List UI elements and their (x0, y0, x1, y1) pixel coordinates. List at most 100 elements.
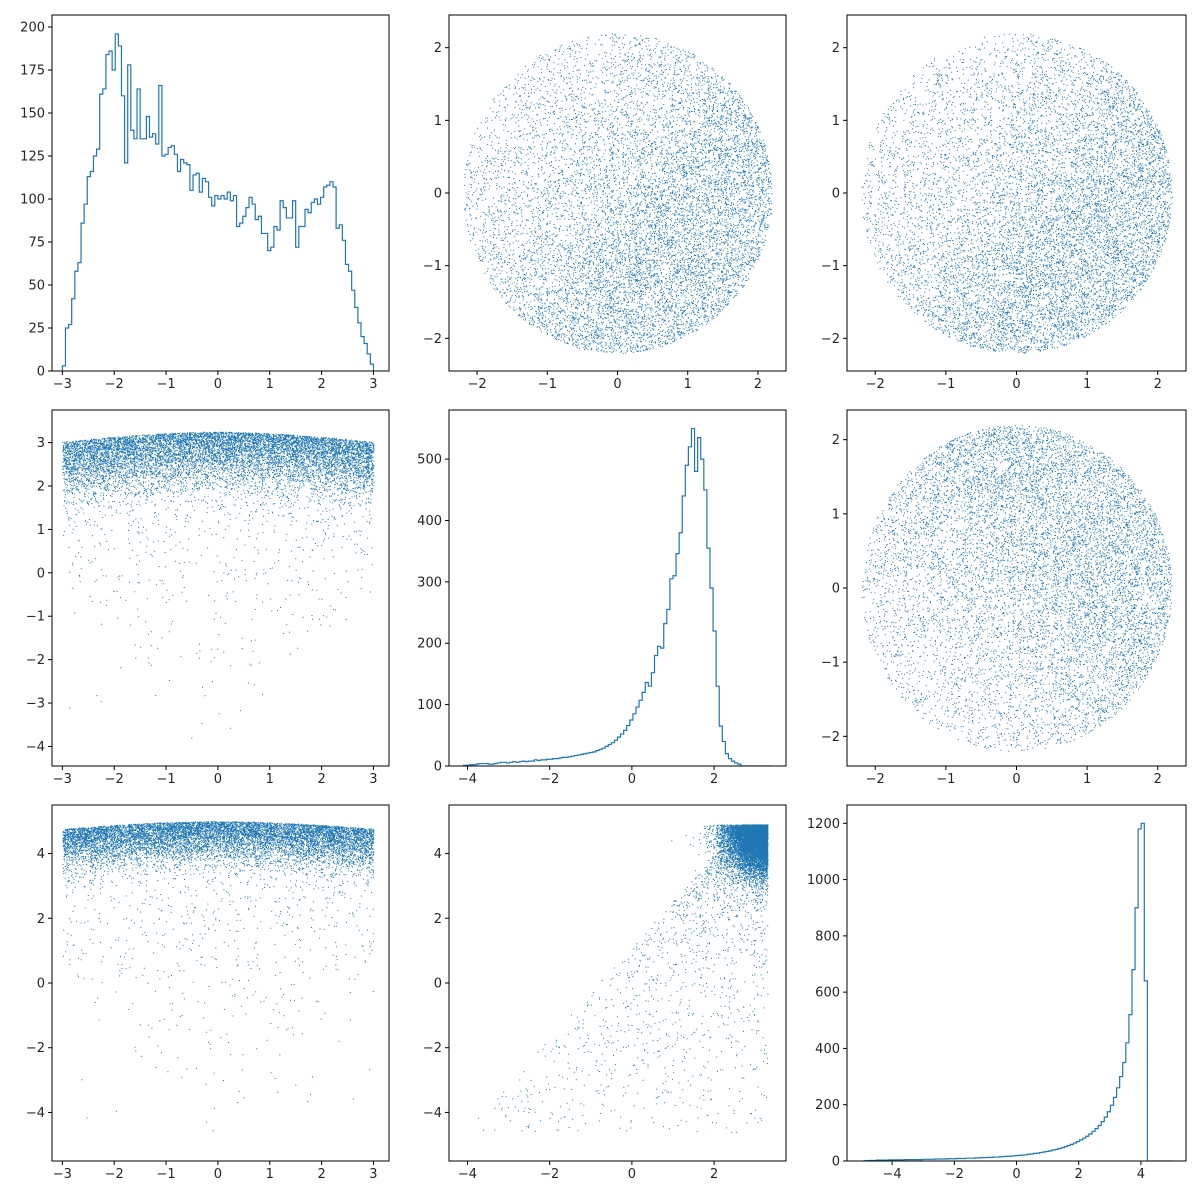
panel-row1-col3: −2 −1 0 1 2 −2 −1 0 1 2 (821, 14, 1187, 392)
y-tick-label: 2 (832, 433, 840, 448)
x-tick-label: −3 (53, 377, 72, 392)
y-tick-label: 400 (815, 1042, 840, 1057)
y-tick-label: 75 (28, 236, 45, 251)
x-tick-label: 0 (214, 772, 222, 787)
y-tick-label: 2 (434, 912, 442, 927)
x-tick-label: −1 (538, 377, 557, 392)
y-tick-label: −2 (423, 1041, 442, 1056)
x-tick-label: 1 (684, 377, 692, 392)
axes-frame (448, 409, 787, 767)
y-tick-label: 2 (434, 41, 442, 56)
x-tick-label: 2 (1154, 377, 1162, 392)
x-tick-label: 1 (266, 1167, 274, 1182)
y-tick-label: 4 (434, 847, 442, 862)
x-tick-label: 2 (1154, 772, 1162, 787)
x-tick-label: 0 (1012, 1167, 1020, 1182)
plot-area (863, 822, 1172, 1161)
x-tick-label: 0 (613, 377, 621, 392)
axes-frame (51, 14, 390, 372)
histogram-step-line (462, 427, 772, 766)
y-tick-label: −1 (26, 610, 45, 625)
y-tick-label: 150 (20, 107, 45, 122)
scatter-points (478, 824, 769, 1133)
x-tick-label: 2 (317, 1167, 325, 1182)
y-tick-label: 0 (832, 1155, 840, 1170)
y-tick-label: 0 (37, 365, 45, 380)
x-tick-label: 0 (628, 772, 636, 787)
plot-area (464, 33, 773, 354)
y-tick-label: 0 (434, 977, 442, 992)
x-tick-label: 1 (266, 377, 274, 392)
y-tick-label: −2 (821, 332, 840, 347)
x-tick-label: −2 (866, 377, 885, 392)
x-tick-label: 2 (317, 377, 325, 392)
plot-area (62, 821, 375, 1132)
x-tick-label: 2 (754, 377, 762, 392)
x-tick-label: −1 (936, 772, 955, 787)
x-tick-label: 4 (1137, 1167, 1145, 1182)
x-tick-label: −2 (866, 772, 885, 787)
y-tick-label: 125 (20, 150, 45, 165)
x-tick-label: 3 (369, 772, 377, 787)
plot-area (61, 33, 375, 371)
axes-frame (51, 409, 390, 767)
y-tick-label: −2 (423, 332, 442, 347)
y-tick-label: 800 (815, 929, 840, 944)
plot-area (62, 431, 375, 739)
x-tick-label: −4 (458, 1167, 477, 1182)
x-tick-label: 0 (1012, 772, 1020, 787)
x-tick-label: −2 (945, 1167, 964, 1182)
y-tick-label: 200 (20, 21, 45, 36)
panel-row1-col1: −3 −2 −1 0 1 2 3 0 25 50 75 100 125 150 175 200 (20, 14, 390, 392)
x-tick-label: 0 (628, 1167, 636, 1182)
x-tick-label: −1 (156, 377, 175, 392)
y-tick-label: 200 (815, 1098, 840, 1113)
y-tick-label: 0 (37, 977, 45, 992)
x-tick-label: −1 (936, 377, 955, 392)
y-tick-label: 2 (37, 912, 45, 927)
y-tick-label: 0 (434, 187, 442, 202)
y-tick-label: 4 (37, 847, 45, 862)
x-tick-label: −2 (540, 772, 559, 787)
y-tick-label: −4 (26, 1106, 45, 1121)
x-tick-label: −3 (53, 1167, 72, 1182)
scatter-points (464, 33, 773, 354)
x-tick-label: −1 (156, 1167, 175, 1182)
x-tick-label: 2 (317, 772, 325, 787)
y-tick-label: 1 (37, 523, 45, 538)
y-tick-label: −2 (26, 1041, 45, 1056)
panel-row2-col3: −2 −1 0 1 2 −2 −1 0 1 2 (821, 409, 1187, 787)
histogram-step-line (61, 33, 375, 371)
x-tick-label: −2 (105, 377, 124, 392)
scatter-points (62, 431, 375, 739)
x-tick-label: −3 (53, 772, 72, 787)
x-tick-label: 1 (1083, 377, 1091, 392)
x-tick-label: 0 (214, 1167, 222, 1182)
y-tick-label: 500 (417, 453, 442, 468)
panel-row3-col2: −4 −2 0 2 −4 −2 0 2 4 (423, 804, 787, 1182)
y-tick-label: 0 (832, 582, 840, 597)
scatter-points (62, 821, 375, 1132)
x-tick-label: −4 (458, 772, 477, 787)
y-tick-label: 400 (417, 514, 442, 529)
x-tick-label: −2 (105, 772, 124, 787)
y-tick-label: 25 (28, 322, 45, 337)
y-tick-label: 200 (417, 637, 442, 652)
y-tick-label: −2 (821, 730, 840, 745)
y-tick-label: 1000 (807, 873, 840, 888)
x-tick-label: 3 (369, 1167, 377, 1182)
y-tick-label: 3 (37, 436, 45, 451)
x-tick-label: 1 (266, 772, 274, 787)
y-tick-label: 2 (37, 479, 45, 494)
y-tick-label: 300 (417, 575, 442, 590)
y-tick-label: 1 (832, 507, 840, 522)
panel-row1-col2: −2 −1 0 1 2 −2 −1 0 1 2 (423, 14, 787, 392)
y-tick-label: 0 (832, 187, 840, 202)
y-tick-label: −1 (821, 656, 840, 671)
x-tick-label: −1 (156, 772, 175, 787)
x-tick-label: 3 (369, 377, 377, 392)
y-tick-label: 100 (417, 698, 442, 713)
x-tick-label: 2 (710, 772, 718, 787)
x-tick-label: −2 (540, 1167, 559, 1182)
